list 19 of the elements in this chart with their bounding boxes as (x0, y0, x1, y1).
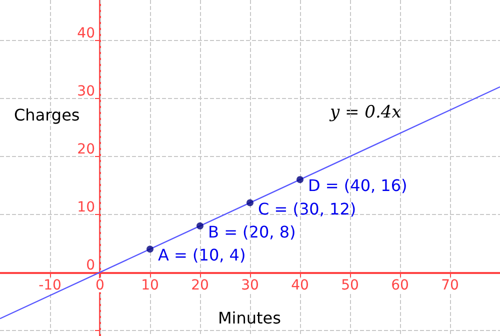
y-tick-label: 0 (86, 257, 95, 274)
x-tick-label: 30 (241, 277, 259, 294)
y-tick-label: 40 (77, 26, 95, 42)
x-tick-label: 60 (391, 277, 409, 294)
y-axis-title: Charges (14, 106, 80, 124)
annotation: A = (10, 4) (158, 246, 246, 265)
x-tick-label: -10 (38, 277, 62, 294)
x-tick-label: 10 (141, 277, 159, 294)
y-tick-label: 30 (77, 83, 95, 100)
x-tick-label: 40 (291, 277, 309, 294)
annotation: D = (40, 16) (308, 176, 408, 196)
x-tick-label: 50 (341, 277, 359, 294)
annotation: C = (30, 12) (258, 199, 356, 218)
x-axis-title: Minutes (218, 308, 281, 328)
y-tick-label: 20 (77, 141, 95, 158)
x-tick-label: 20 (191, 277, 209, 294)
y-tick-label: 10 (77, 199, 95, 216)
annotation: B = (20, 8) (208, 222, 296, 242)
x-tick-label: 70 (441, 277, 459, 294)
